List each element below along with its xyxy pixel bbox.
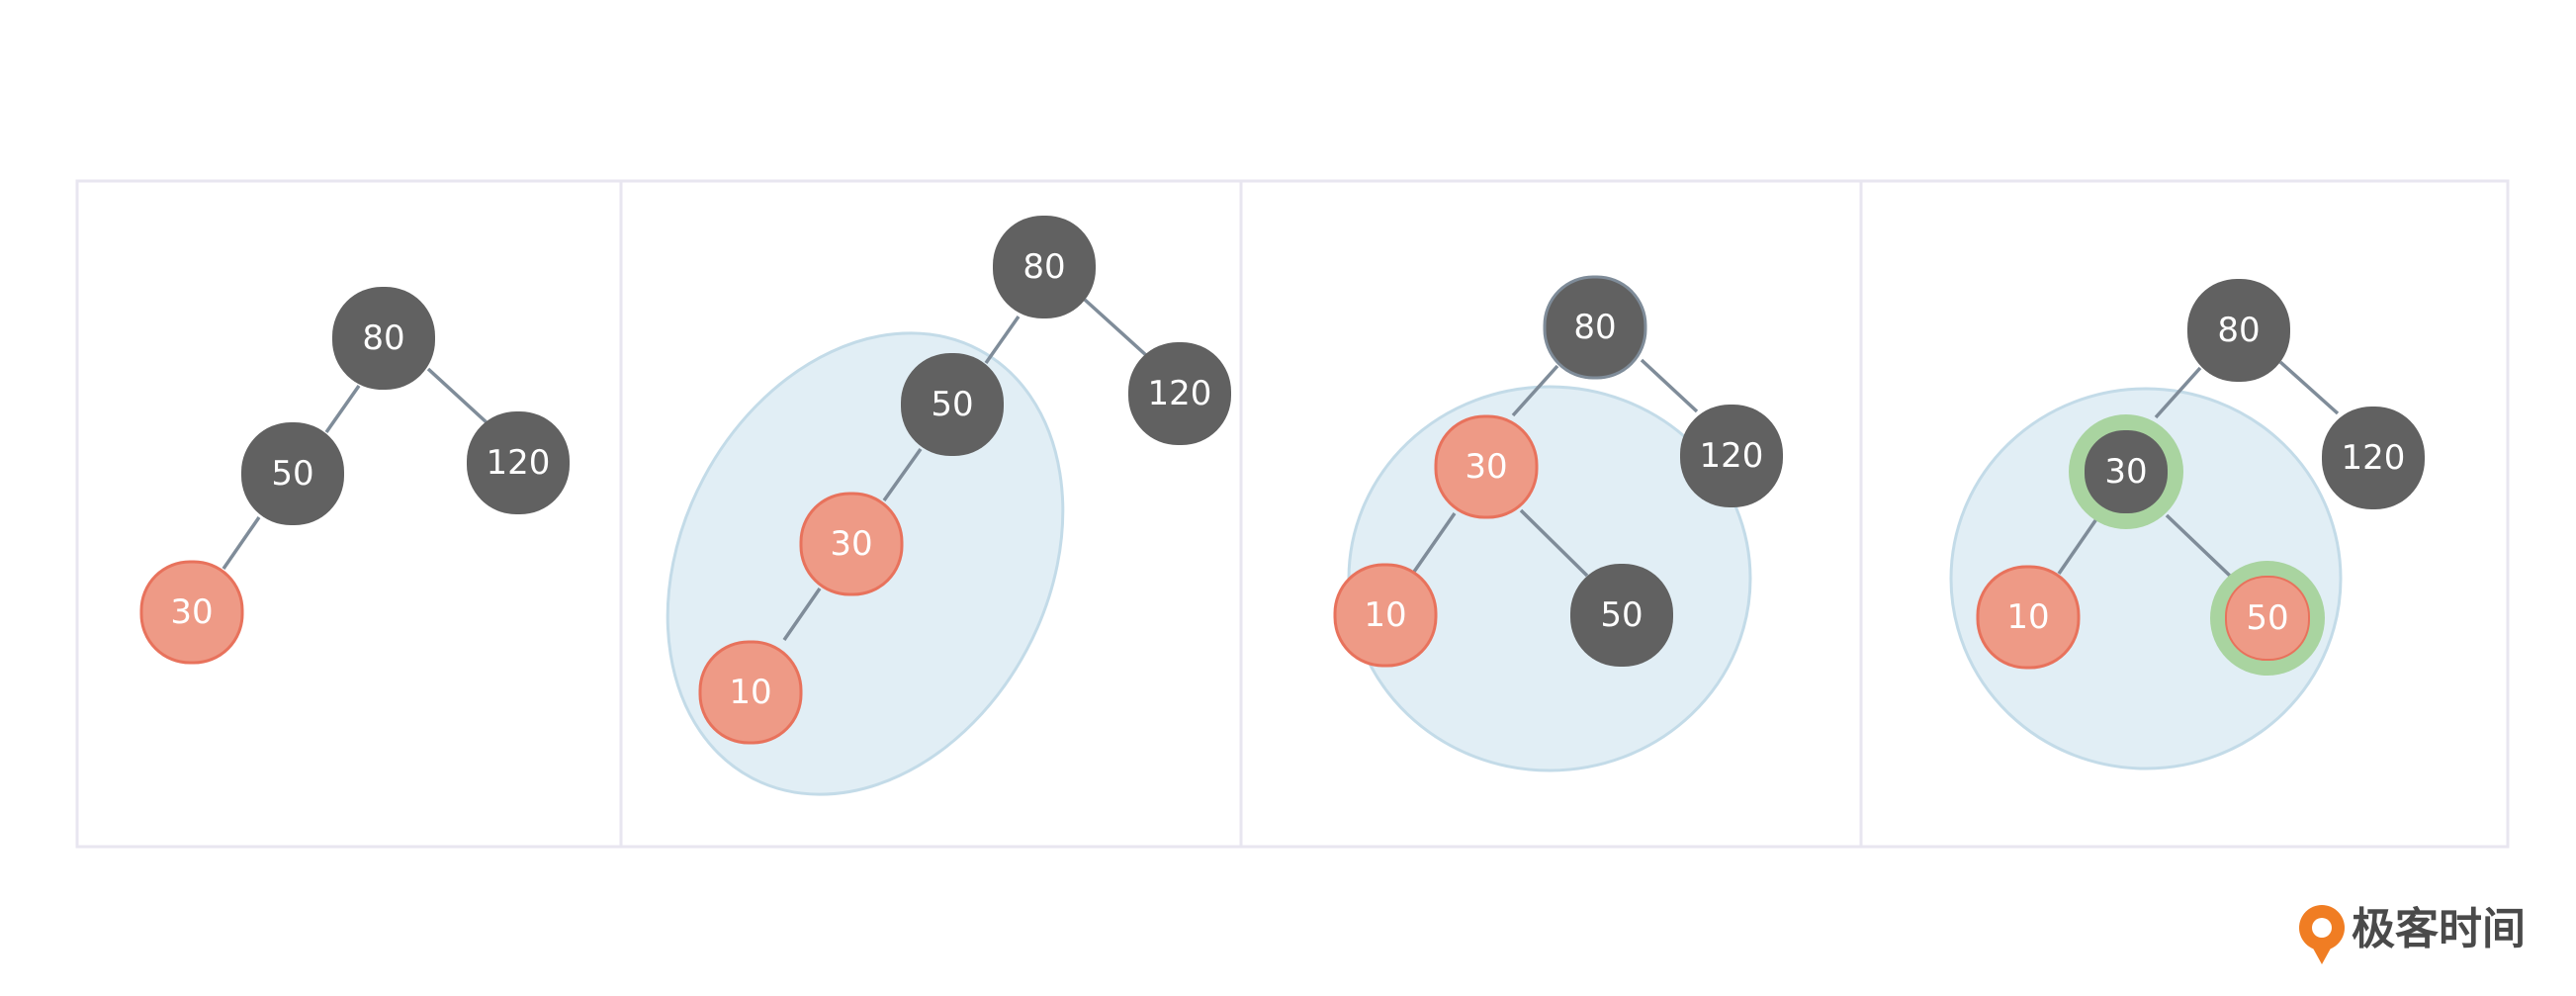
node-label: 10 [1364,595,1406,635]
node-red [1333,563,1438,668]
node-black [332,287,435,390]
node-red [2225,576,2310,661]
geektime-logo: 极客时间 [2299,904,2526,964]
logo-text: 极客时间 [2352,904,2526,954]
node-label: 50 [1600,595,1643,635]
edge [1083,298,1149,358]
edge [2057,515,2100,575]
node-black [241,422,344,525]
edge [782,588,822,641]
edge [426,367,489,425]
node-red [1434,414,1539,519]
edge [1511,364,1559,417]
tree-edges [222,298,2340,641]
node-label: 50 [931,385,973,424]
panel-2-tree: 80 120 50 30 10 [698,216,1231,745]
panel-4-highlight-region [1949,387,2343,770]
node-black [2085,430,2168,513]
edge [2165,513,2233,579]
node-label: 30 [2104,452,2147,492]
node-label: 120 [1148,374,1212,413]
node-black [1543,275,1647,380]
panel-3-tree: 80 120 30 10 50 [1333,275,1783,668]
node-black [1128,342,1231,445]
node-label: 50 [271,454,313,494]
edge [1519,508,1589,578]
node-black [1680,405,1783,507]
node-label: 30 [830,524,872,564]
node-label: 120 [2342,438,2406,478]
node-label: 10 [2006,597,2049,637]
panel-1-tree: 80 50 120 30 [139,287,570,665]
node-black [1570,564,1673,667]
panel-4-tree: 80 120 30 10 50 [1976,279,2425,670]
panel-frame [75,179,2510,849]
node-red [1976,565,2081,670]
edge [222,516,261,570]
node-label: 80 [1022,247,1065,287]
node-label: 120 [487,443,551,483]
node-black [993,216,1096,318]
node-black [901,353,1004,456]
node-red [799,492,904,596]
node-label: 50 [2246,598,2288,638]
node-red [139,560,244,665]
node-black [467,411,570,514]
edge [984,315,1021,365]
edge [1640,358,1699,413]
node-label: 120 [1700,436,1764,476]
node-label: 80 [1573,308,1616,347]
node-label: 30 [1465,447,1507,487]
geektime-logo-icon [2299,905,2345,964]
edge [324,384,361,434]
node-red [698,640,803,745]
edge [1412,512,1457,573]
node-label: 80 [362,318,404,358]
edge [882,447,923,502]
node-label: 30 [170,592,213,632]
node-label: 80 [2217,311,2260,350]
node-label: 10 [729,673,771,712]
node-black [2187,279,2290,382]
edge [2278,360,2340,415]
node-black [2322,407,2425,509]
edge [2154,366,2202,419]
